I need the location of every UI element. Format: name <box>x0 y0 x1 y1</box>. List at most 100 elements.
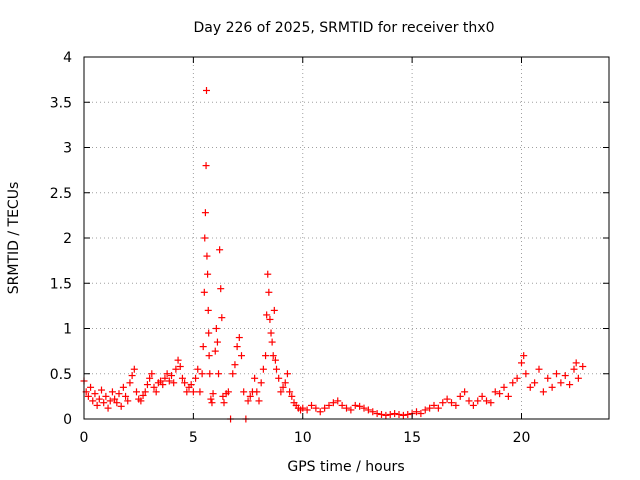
data-point <box>413 408 420 416</box>
data-point <box>102 392 110 400</box>
data-point <box>148 370 156 378</box>
x-tick-label: 10 <box>294 430 312 446</box>
data-point <box>235 334 243 342</box>
data-point <box>264 270 272 278</box>
data-point <box>172 365 180 373</box>
data-point <box>404 410 412 418</box>
y-tick-label: 1.5 <box>50 276 72 292</box>
y-tick-label: 2 <box>63 231 72 247</box>
data-point <box>211 347 219 355</box>
data-point <box>421 406 429 414</box>
data-point <box>566 381 574 389</box>
data-point <box>206 370 214 378</box>
data-point <box>574 374 582 382</box>
data-point <box>143 381 151 389</box>
data-point <box>267 329 275 337</box>
data-point <box>199 343 207 351</box>
data-point <box>87 383 95 391</box>
data-point <box>194 365 202 373</box>
data-point <box>170 379 178 387</box>
y-tick-label: 3 <box>63 141 72 157</box>
data-point <box>209 390 217 398</box>
data-point <box>189 388 197 396</box>
data-point <box>520 352 528 360</box>
data-point <box>183 388 191 396</box>
data-point <box>128 372 136 380</box>
y-tick-label: 1 <box>63 322 72 338</box>
data-point <box>496 390 504 398</box>
data-point <box>509 379 517 387</box>
data-point <box>91 390 99 398</box>
data-point <box>570 365 578 373</box>
data-point <box>213 338 221 346</box>
data-point <box>373 410 381 418</box>
data-point <box>111 395 119 403</box>
data-points <box>80 86 587 423</box>
data-point <box>572 359 580 367</box>
chart-title: Day 226 of 2025, SRMTID for receiver thx… <box>194 20 495 36</box>
data-point <box>168 372 175 380</box>
data-point <box>150 383 158 391</box>
data-point <box>329 399 337 407</box>
data-point <box>386 410 394 418</box>
data-point <box>139 391 147 399</box>
data-point <box>557 379 565 387</box>
data-point <box>456 392 464 400</box>
data-point <box>205 329 213 337</box>
data-point <box>500 383 508 391</box>
x-tick-label: 0 <box>80 430 89 446</box>
data-point <box>113 399 121 407</box>
data-point <box>478 392 486 400</box>
data-point <box>201 234 209 242</box>
data-point <box>303 406 311 414</box>
data-point <box>233 343 241 351</box>
data-point <box>196 388 204 396</box>
data-point <box>266 315 274 323</box>
data-point <box>452 401 460 409</box>
data-point <box>246 392 254 400</box>
data-point <box>443 395 451 403</box>
data-point <box>93 401 101 409</box>
data-point <box>229 370 237 378</box>
data-point <box>426 404 434 412</box>
data-point <box>84 392 92 400</box>
data-point <box>338 401 346 409</box>
data-point <box>192 374 200 382</box>
data-point <box>539 388 547 396</box>
data-point <box>360 404 368 412</box>
data-point <box>240 388 248 396</box>
y-axis-label: SRMTID / TECUs <box>6 182 22 295</box>
data-point <box>531 379 539 387</box>
data-point <box>115 390 123 398</box>
data-point <box>548 383 556 391</box>
y-tick-label: 3.5 <box>50 95 72 111</box>
data-point <box>382 411 390 419</box>
data-point <box>299 404 307 412</box>
data-point <box>461 388 469 396</box>
data-point <box>281 379 289 387</box>
data-point <box>251 374 259 382</box>
data-point <box>255 397 263 405</box>
data-point <box>269 352 277 360</box>
data-point <box>351 401 359 409</box>
data-point <box>215 370 223 378</box>
data-point <box>176 363 184 371</box>
data-point <box>122 392 130 400</box>
data-point <box>262 352 270 360</box>
data-point <box>161 374 169 382</box>
data-point <box>133 388 140 396</box>
data-point <box>271 356 279 364</box>
data-point <box>399 411 407 419</box>
y-tick-label: 0.5 <box>50 367 72 383</box>
data-point <box>108 388 116 396</box>
data-point <box>224 388 232 396</box>
data-point <box>204 270 212 278</box>
data-point <box>369 408 377 416</box>
data-point <box>205 352 213 360</box>
data-point <box>288 392 296 400</box>
data-point <box>553 370 560 378</box>
data-point <box>146 374 154 382</box>
data-point <box>165 377 173 385</box>
data-point <box>270 306 278 314</box>
